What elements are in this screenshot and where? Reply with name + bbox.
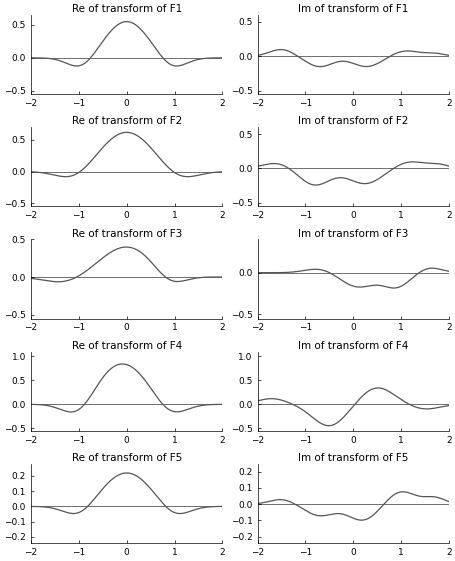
Title: Re of transform of F5: Re of transform of F5 <box>71 453 182 463</box>
Title: Im of transform of F5: Im of transform of F5 <box>298 453 408 463</box>
Title: Re of transform of F3: Re of transform of F3 <box>71 228 182 238</box>
Title: Re of transform of F1: Re of transform of F1 <box>71 4 182 14</box>
Title: Im of transform of F1: Im of transform of F1 <box>298 4 408 14</box>
Title: Re of transform of F2: Re of transform of F2 <box>71 116 182 126</box>
Title: Im of transform of F3: Im of transform of F3 <box>298 228 408 238</box>
Title: Re of transform of F4: Re of transform of F4 <box>71 341 182 351</box>
Title: Im of transform of F2: Im of transform of F2 <box>298 116 408 126</box>
Title: Im of transform of F4: Im of transform of F4 <box>298 341 408 351</box>
